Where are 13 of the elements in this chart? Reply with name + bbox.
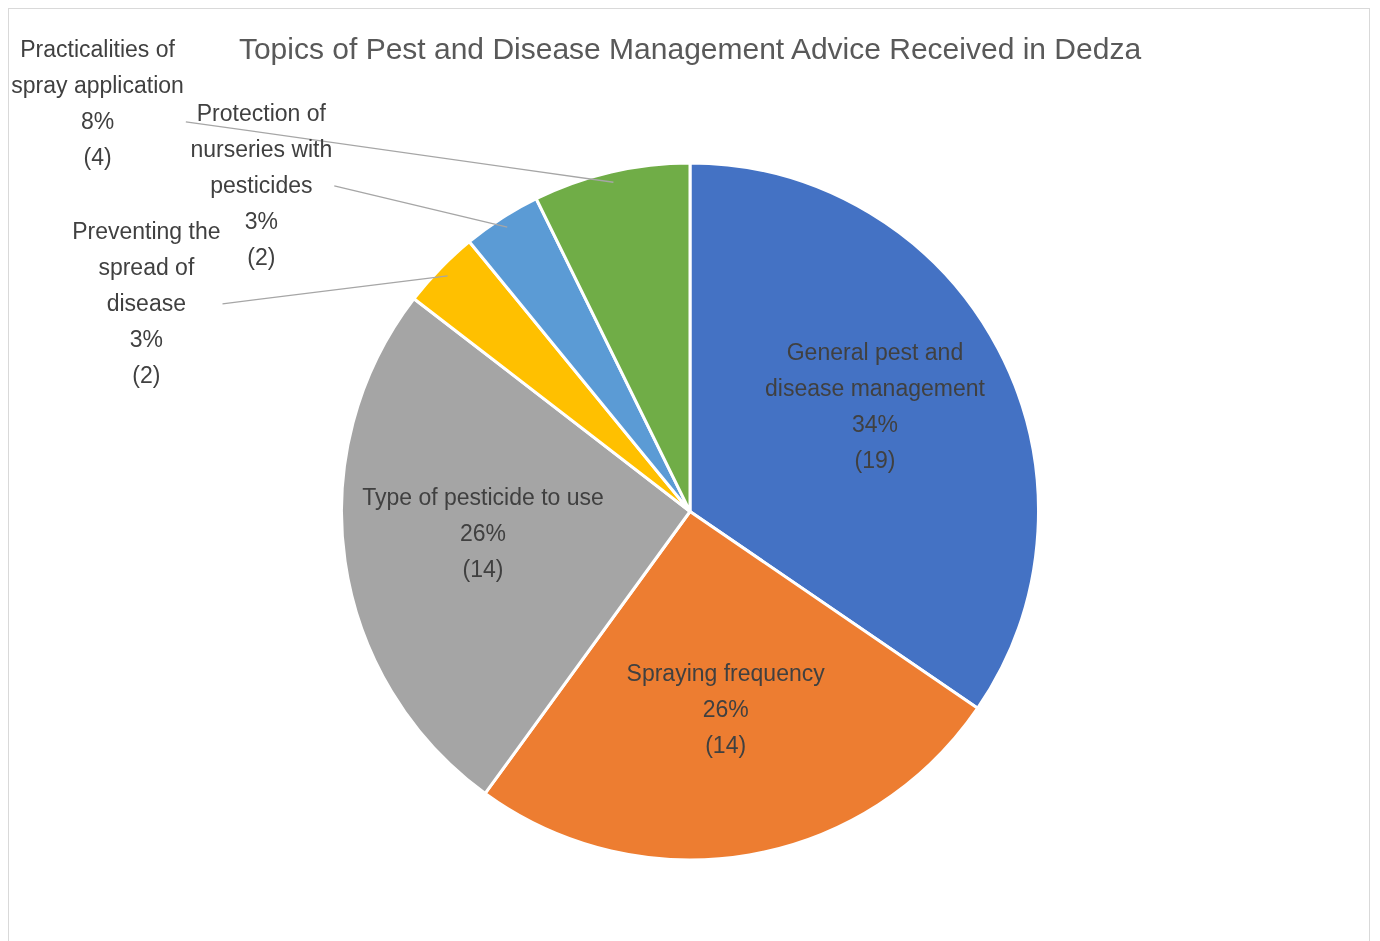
data-label: 26% (14) [460,520,507,583]
slice-label: Type of pesticide to use [362,484,604,511]
slice-label: Practicalities of spray application [11,35,184,98]
data-label: 26% (14) [702,696,749,759]
data-label: 34% (19) [851,410,898,473]
data-label: 3% (2) [129,325,163,388]
chart-title: Topics of Pest and Disease Management Advice Received in Dedza [238,32,1142,65]
slice-label: Protection of nurseries with pesticides [190,99,333,198]
data-label: 3% (2) [244,207,278,270]
slice-label: Spraying frequency [626,660,826,687]
slice-label: General pest and disease management [764,338,986,401]
data-label: 8% (4) [80,107,115,170]
slice-label: Preventing the spread of disease [72,217,221,316]
